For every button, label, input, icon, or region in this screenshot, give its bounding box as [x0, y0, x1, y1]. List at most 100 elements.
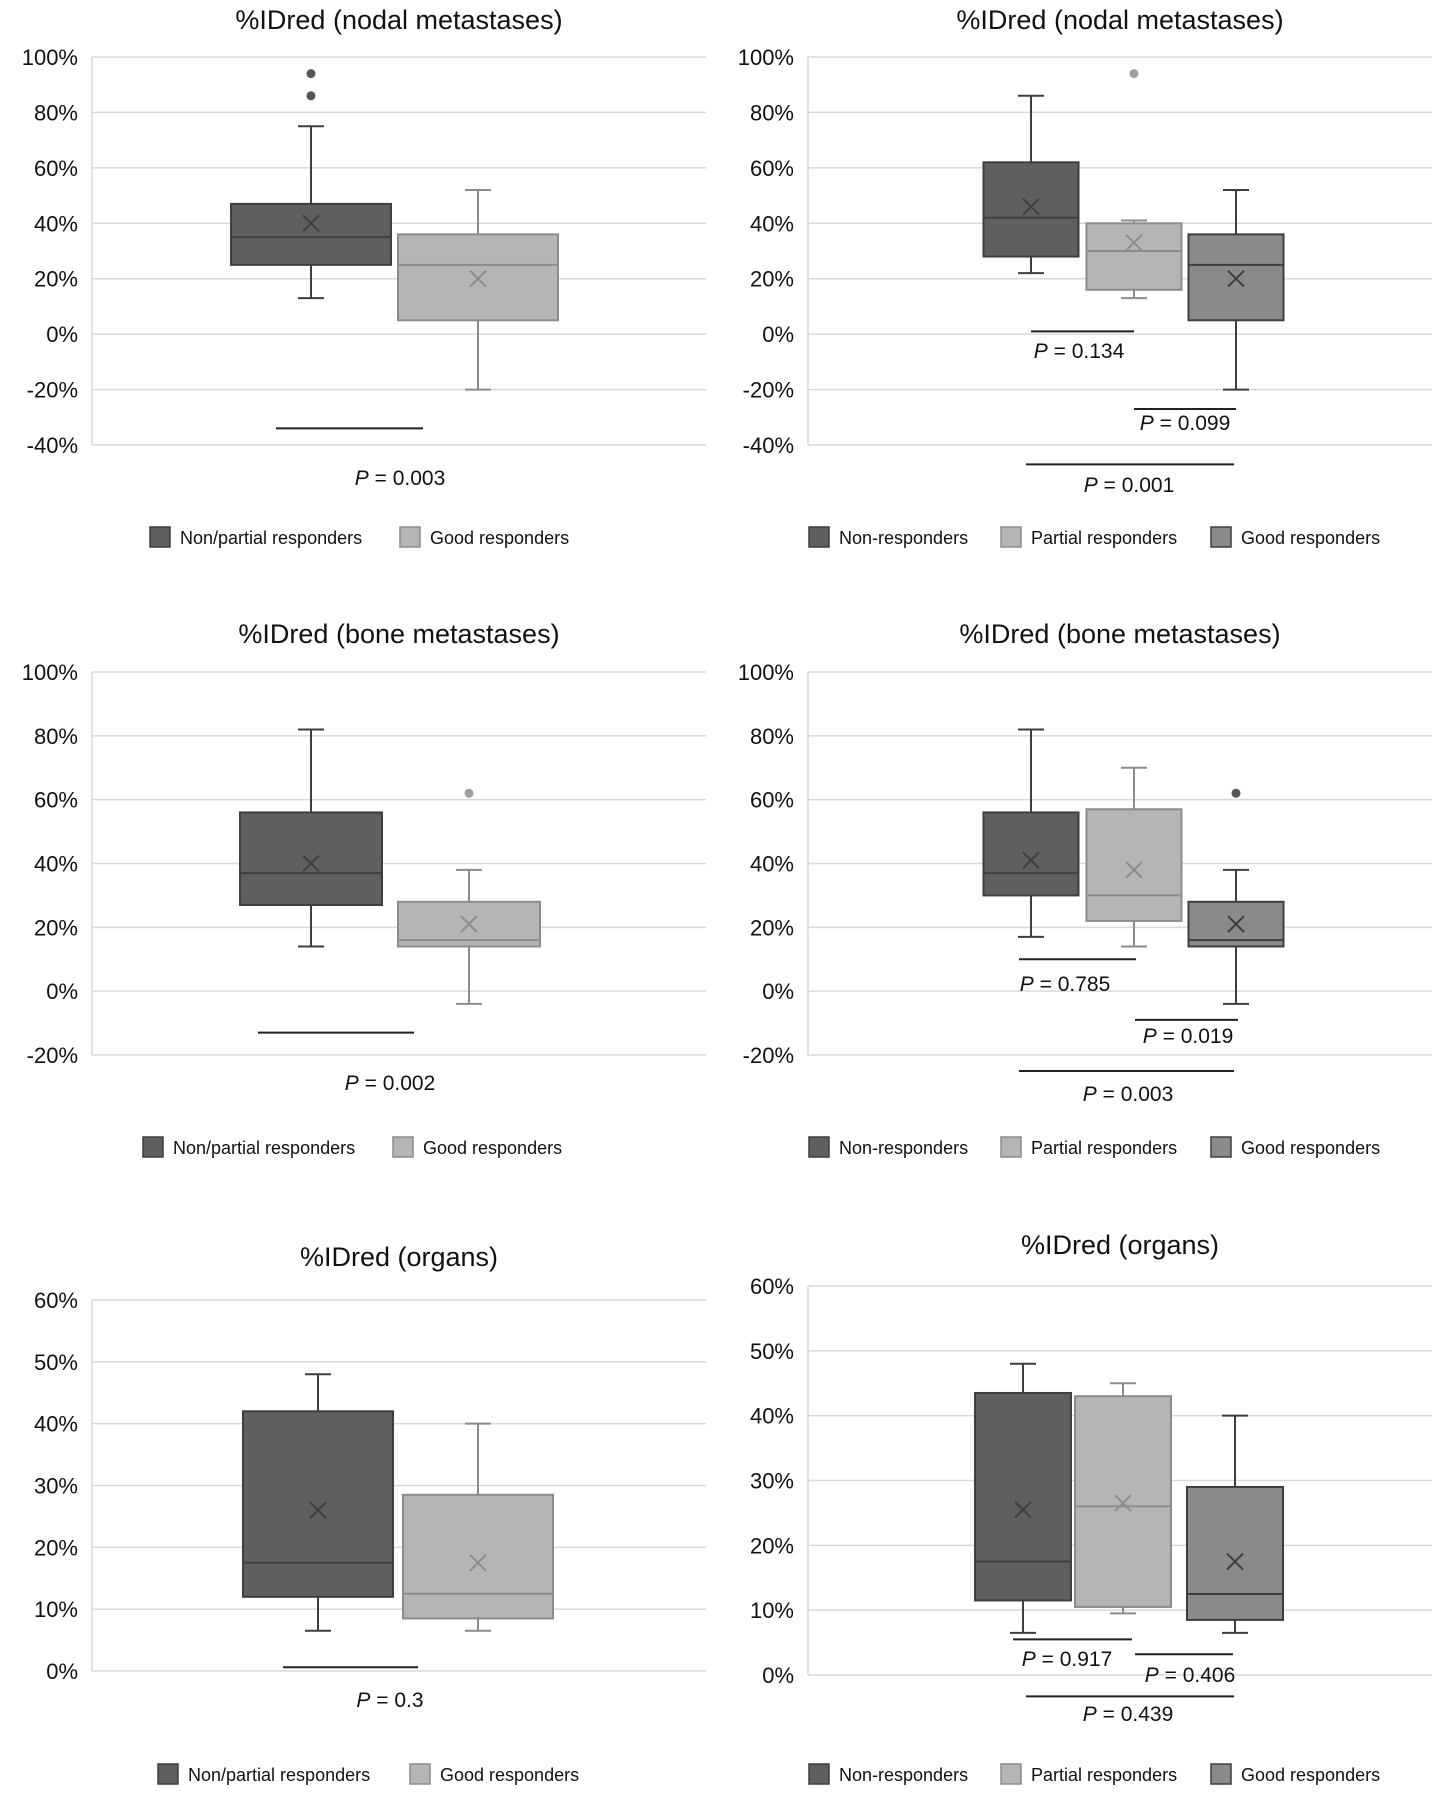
box-iqr [402, 1493, 554, 1620]
y-tick-label: 20% [750, 1533, 794, 1558]
legend-swatch [1000, 1763, 1022, 1785]
y-tick-label: 40% [34, 852, 78, 877]
y-tick-label: 30% [750, 1469, 794, 1494]
chart-svg: %IDred (bone metastases) 100% 80% 60% 40% 20%… [22, 619, 706, 1158]
p-value: = 0.001 [1098, 474, 1174, 497]
legend-label: Good responders [423, 1138, 562, 1158]
chart-svg: %IDred (nodal metastases) 100% 80% 60% 40% 20… [22, 5, 706, 548]
p-value-label: P = 0.785 [1020, 973, 1111, 996]
chart-svg: %IDred (organs) 60% 50% 40% 30% 20% 10% 0% P = 0… [750, 1230, 1432, 1785]
y-tick-label: -20% [27, 1043, 78, 1068]
p-symbol: P [1083, 1703, 1097, 1726]
mean-marker [1125, 233, 1143, 252]
chart-title: %IDred (bone metastases) [238, 619, 559, 649]
y-tick-label: 100% [22, 660, 78, 685]
p-value-label: P = 0.001 [1084, 474, 1175, 497]
chart-panel-bone-three-group: %IDred (bone metastases) 100% 80% 60% 40% 20%… [726, 610, 1452, 1170]
p-symbol: P [1140, 412, 1154, 435]
legend-label: Non/partial responders [180, 528, 362, 548]
mean-marker [469, 270, 487, 288]
box-iqr [1186, 1485, 1284, 1621]
legend-label: Good responders [1241, 1765, 1380, 1785]
legend-label: Good responders [440, 1765, 579, 1785]
chart-title: %IDred (nodal metastases) [956, 5, 1283, 35]
p-symbol: P [345, 1072, 359, 1095]
y-tick-label: 100% [738, 45, 794, 70]
y-tick-label: 40% [750, 1404, 794, 1429]
p-symbol: P [356, 1689, 370, 1712]
p-value: = 0.439 [1097, 1703, 1173, 1726]
outlier-point [464, 788, 474, 798]
mean-marker [1022, 197, 1040, 216]
p-value: = 0.003 [1097, 1083, 1173, 1106]
outlier-point [1129, 69, 1139, 79]
legend-label: Partial responders [1031, 1765, 1177, 1785]
y-tick-label: 80% [34, 724, 78, 749]
legend-label: Non-responders [839, 1765, 968, 1785]
y-tick-label: 50% [34, 1350, 78, 1375]
p-value: = 0.019 [1157, 1025, 1233, 1048]
p-symbol: P [1083, 1083, 1097, 1106]
y-tick-label: 0% [46, 979, 78, 1004]
y-tick-label: -40% [27, 433, 78, 458]
chart-title: %IDred (organs) [1021, 1230, 1219, 1260]
y-tick-label: 80% [750, 100, 794, 125]
chart-title: %IDred (nodal metastases) [235, 5, 562, 35]
legend-swatch [1210, 526, 1232, 548]
y-tick-label: 20% [34, 915, 78, 940]
box-iqr [239, 811, 383, 906]
y-tick-label: 80% [34, 100, 78, 125]
p-symbol: P [1145, 1664, 1159, 1687]
p-value: = 0.406 [1159, 1664, 1235, 1687]
box-iqr [230, 202, 392, 266]
p-value-label: P = 0.003 [355, 467, 446, 490]
y-tick-label: -20% [743, 378, 794, 403]
legend-label: Partial responders [1031, 1138, 1177, 1158]
legend-label: Non-responders [839, 1138, 968, 1158]
legend-label: Non/partial responders [173, 1138, 355, 1158]
y-tick-label: 40% [34, 211, 78, 236]
mean-marker [1114, 1494, 1132, 1512]
y-tick-label: 40% [34, 1412, 78, 1437]
legend-swatch [808, 1763, 830, 1785]
p-symbol: P [355, 467, 369, 490]
mean-marker [469, 1554, 487, 1572]
box-iqr [1085, 808, 1183, 922]
mean-marker [1125, 861, 1143, 879]
y-tick-label: 80% [750, 724, 794, 749]
chart-panel-organs-two-group: %IDred (organs) 60% 50% 40% 30% 20% 10% 0% P = 0… [0, 1230, 726, 1800]
legend-label: Good responders [1241, 528, 1380, 548]
legend-swatch [1210, 1763, 1232, 1785]
y-tick-label: 30% [34, 1474, 78, 1499]
y-tick-label: 20% [34, 1535, 78, 1560]
p-symbol: P [1034, 340, 1048, 363]
y-tick-label: 20% [750, 267, 794, 292]
legend-label: Good responders [430, 528, 569, 548]
y-tick-label: 40% [750, 211, 794, 236]
y-tick-label: 40% [750, 852, 794, 877]
p-symbol: P [1143, 1025, 1157, 1048]
mean-marker [1226, 1552, 1244, 1571]
y-tick-label: 60% [34, 788, 78, 813]
y-tick-label: 60% [750, 788, 794, 813]
y-tick-label: 60% [750, 1274, 794, 1299]
p-symbol: P [1022, 1648, 1036, 1671]
box-iqr [242, 1410, 394, 1598]
y-tick-label: 100% [738, 660, 794, 685]
y-tick-label: 0% [46, 1659, 78, 1684]
chart-panel-bone-two-group: %IDred (bone metastases) 100% 80% 60% 40% 20%… [0, 610, 726, 1170]
y-tick-label: 0% [762, 979, 794, 1004]
y-tick-label: 100% [22, 45, 78, 70]
legend-swatch [808, 526, 830, 548]
y-tick-label: 20% [750, 915, 794, 940]
box-iqr [982, 811, 1080, 897]
box-iqr [1085, 222, 1183, 291]
legend-label: Non-responders [839, 528, 968, 548]
mean-marker [1014, 1500, 1032, 1519]
y-tick-label: 50% [750, 1339, 794, 1364]
y-tick-label: 10% [34, 1597, 78, 1622]
p-value-label: P = 0.002 [345, 1072, 436, 1095]
legend-label: Partial responders [1031, 528, 1177, 548]
y-tick-label: 10% [750, 1598, 794, 1623]
y-tick-label: 60% [34, 1288, 78, 1313]
